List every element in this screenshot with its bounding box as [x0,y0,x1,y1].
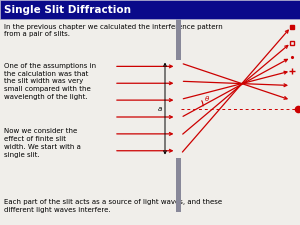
Text: Now we consider the
effect of finite slit
width. We start with a
single slit.: Now we consider the effect of finite sli… [4,128,81,158]
Bar [176,158,181,212]
Text: In the previous chapter we calculated the interference pattern
from a pair of sl: In the previous chapter we calculated th… [4,24,223,37]
Bar [176,10,181,60]
Text: a: a [158,106,162,112]
Text: $\theta$: $\theta$ [204,94,210,103]
Bar [0,0,300,19]
Text: Each part of the slit acts as a source of light waves, and these
different light: Each part of the slit acts as a source o… [4,199,222,213]
Text: One of the assumptions in
the calculation was that
the slit width was very
small: One of the assumptions in the calculatio… [4,63,96,100]
Text: Single Slit Diffraction: Single Slit Diffraction [4,5,131,15]
